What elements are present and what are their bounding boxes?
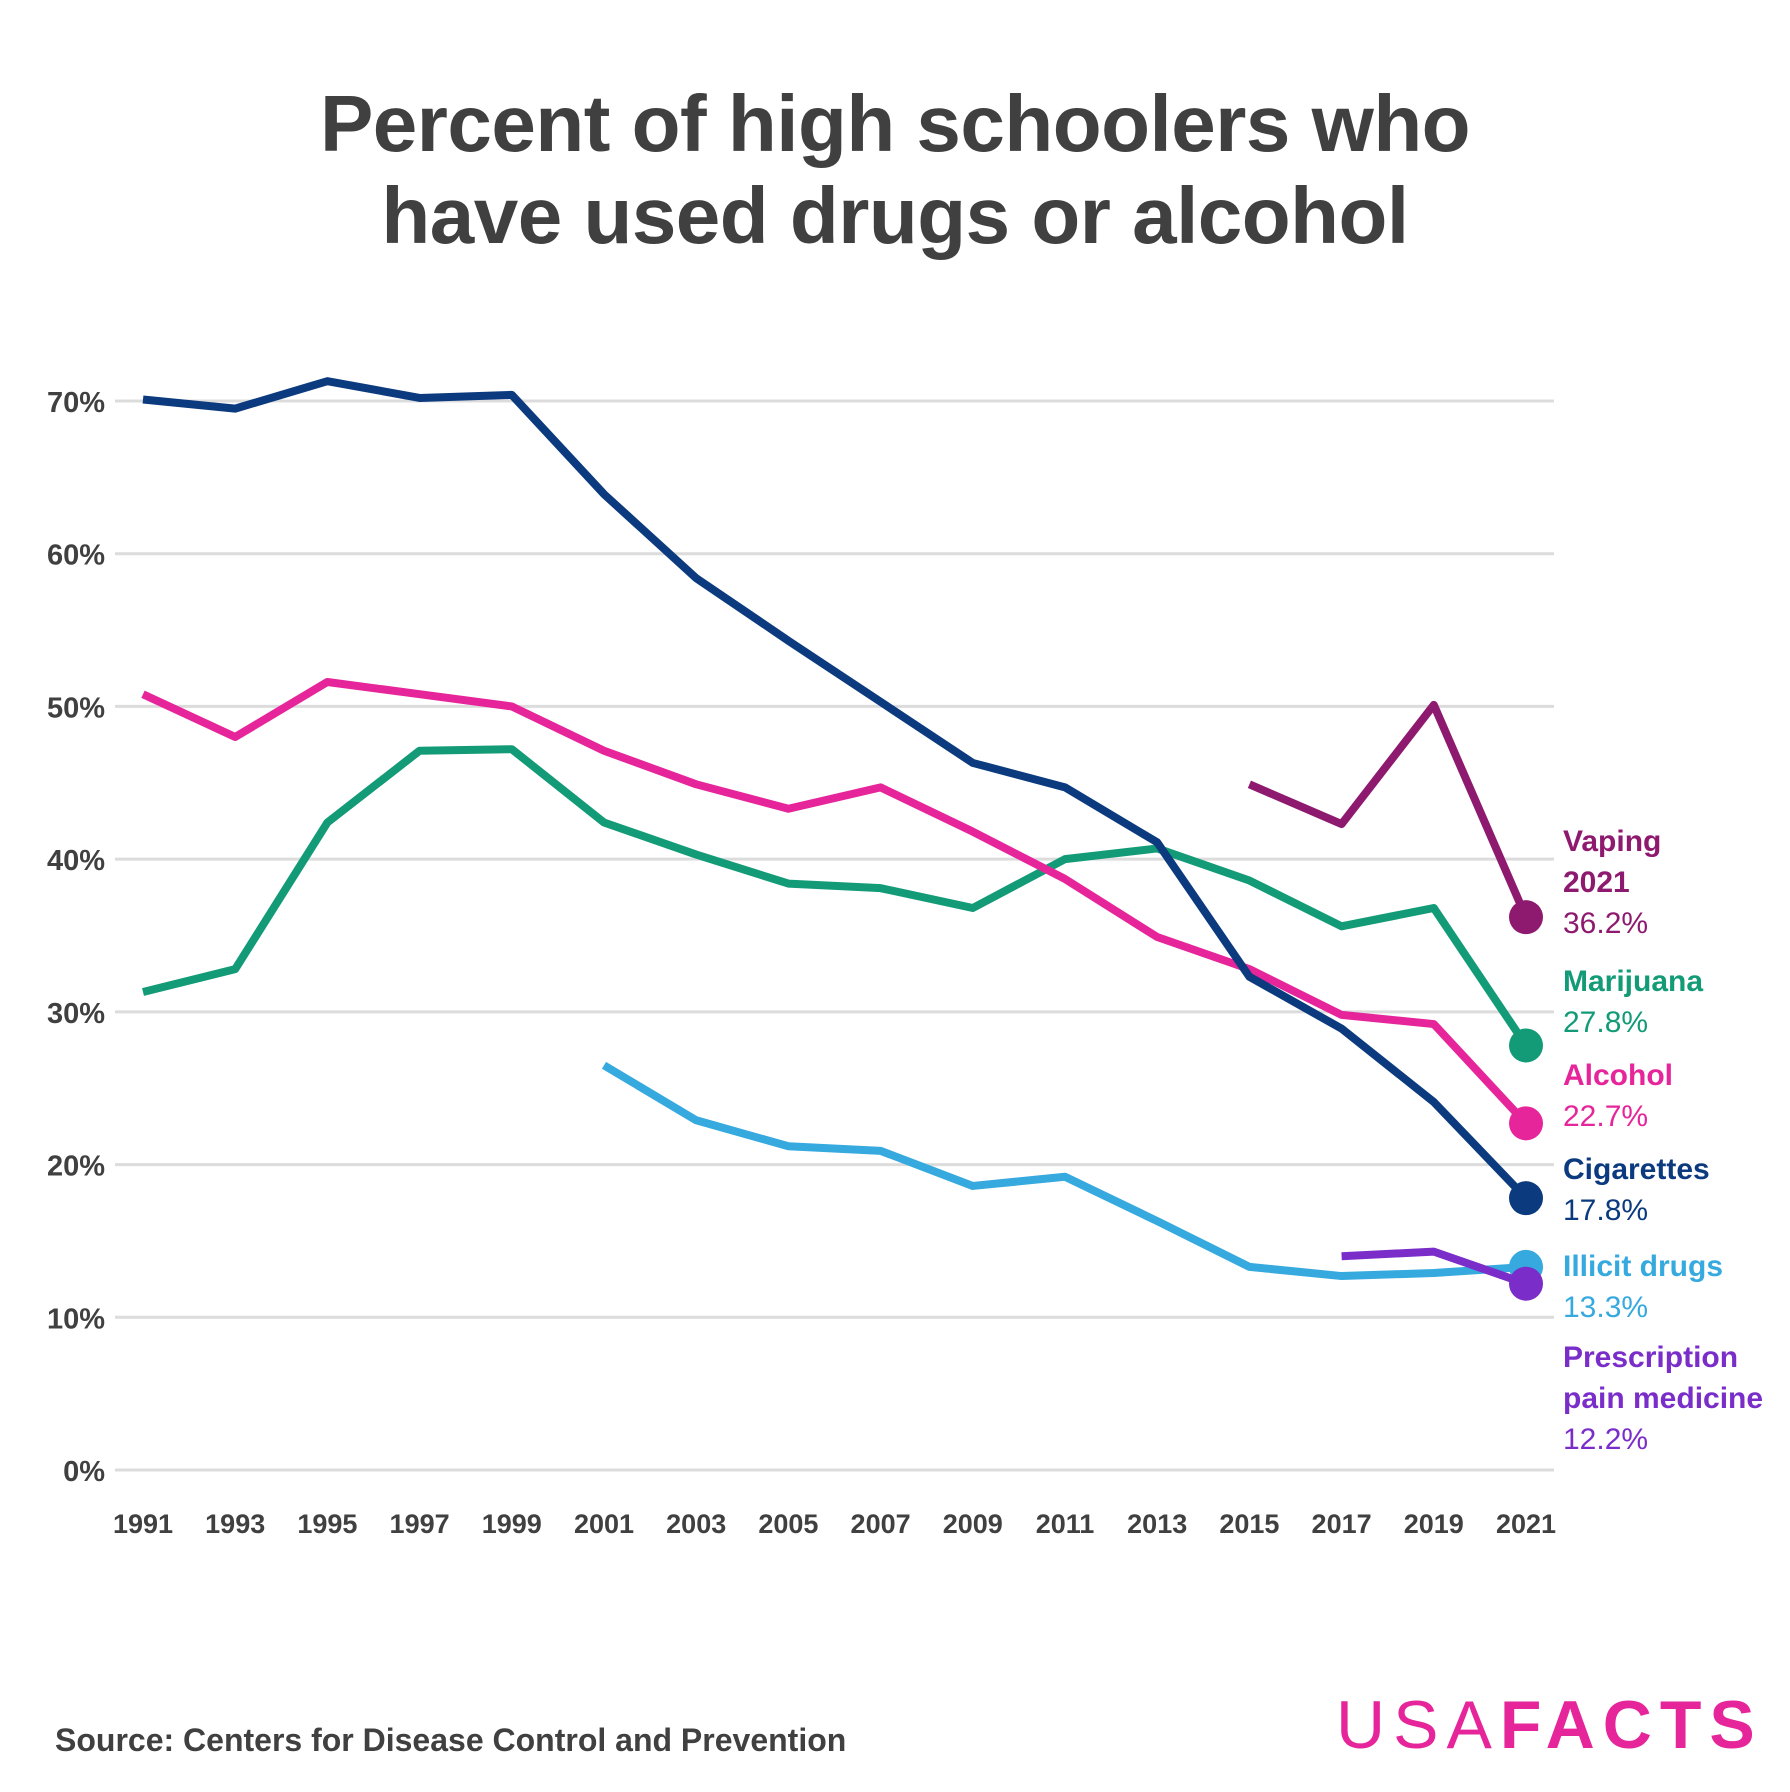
- x-tick-label: 2013: [1127, 1509, 1187, 1539]
- end-point-marijuana: [1509, 1028, 1543, 1063]
- x-tick-label: 2019: [1404, 1509, 1464, 1539]
- x-tick-label: 2011: [1036, 1509, 1095, 1539]
- series-value: 17.8%: [1563, 1194, 1649, 1227]
- series-name: Marijuana: [1563, 965, 1704, 998]
- series-name: Vaping 2021: [1563, 825, 1662, 899]
- end-point-cigarettes: [1509, 1181, 1543, 1216]
- y-tick-label: 70%: [47, 387, 105, 419]
- series-line-illicit-drugs: [601, 1061, 1527, 1281]
- y-tick-label: 60%: [47, 540, 105, 572]
- x-tick-label: 1995: [297, 1509, 357, 1539]
- chart-title-line-2: have used drugs or alcohol: [381, 171, 1409, 260]
- series-name: Alcohol: [1563, 1059, 1673, 1092]
- x-tick-label: 2017: [1312, 1509, 1372, 1539]
- label-vaping: Vaping 2021 36.2%: [1563, 821, 1693, 944]
- logo-bold-text: FACTS: [1499, 1687, 1763, 1763]
- x-tick-label: 1999: [482, 1509, 542, 1539]
- y-tick-label: 40%: [47, 845, 105, 877]
- x-tick-label: 2015: [1219, 1509, 1279, 1539]
- series-name: Cigarettes: [1563, 1153, 1710, 1186]
- series-line-marijuana: [142, 745, 1530, 1048]
- end-point-vaping-2021: [1509, 900, 1543, 935]
- series-name: Prescription pain medicine: [1563, 1341, 1764, 1415]
- x-tick-label: 2009: [943, 1509, 1003, 1539]
- series-name: Illicit drugs: [1563, 1250, 1724, 1283]
- end-point-prescription-pain-medicine: [1509, 1266, 1543, 1301]
- label-alcohol: Alcohol 22.7%: [1563, 1055, 1783, 1137]
- x-tick-label: 2007: [851, 1509, 911, 1539]
- source-note: Source: Centers for Disease Control and …: [55, 1722, 847, 1758]
- label-cigarettes: Cigarettes 17.8%: [1563, 1149, 1783, 1231]
- y-tick-label: 20%: [47, 1151, 105, 1183]
- series-line-cigarettes: [142, 377, 1529, 1201]
- x-tick-label: 1991: [113, 1509, 173, 1539]
- series-line-alcohol: [141, 677, 1529, 1127]
- end-point-alcohol: [1509, 1106, 1543, 1141]
- label-marijuana: Marijuana 27.8%: [1563, 961, 1783, 1043]
- chart-title-line-1: Percent of high schoolers who: [319, 79, 1471, 168]
- label-illicit-drugs: Illicit drugs 13.3%: [1563, 1246, 1790, 1328]
- logo-light-text: USA: [1336, 1687, 1500, 1763]
- x-tick-label: 2021: [1496, 1509, 1556, 1539]
- series-line-vaping-2021: [1247, 700, 1530, 919]
- series-value: 22.7%: [1563, 1100, 1649, 1133]
- series-value: 13.3%: [1563, 1291, 1649, 1324]
- usafacts-logo: USAFACTS: [1336, 1690, 1763, 1760]
- y-tick-label: 10%: [47, 1303, 105, 1335]
- chart-title: Percent of high schoolers who have used …: [0, 78, 1790, 262]
- series-line-prescription-pain-medicine: [1341, 1247, 1528, 1288]
- series-value: 27.8%: [1563, 1006, 1649, 1039]
- x-tick-label: 1997: [390, 1509, 450, 1539]
- x-tick-label: 2005: [758, 1509, 818, 1539]
- y-tick-label: 0%: [63, 1456, 105, 1488]
- x-tick-label: 2003: [666, 1509, 726, 1539]
- series-value: 36.2%: [1563, 907, 1649, 940]
- label-prescription-pain-medicine: Prescription pain medicine 12.2%: [1563, 1337, 1773, 1460]
- x-tick-label: 1993: [205, 1509, 265, 1539]
- y-tick-label: 30%: [47, 998, 105, 1030]
- x-tick-label: 2001: [574, 1509, 634, 1539]
- y-tick-label: 50%: [47, 692, 105, 724]
- series-value: 12.2%: [1563, 1423, 1649, 1456]
